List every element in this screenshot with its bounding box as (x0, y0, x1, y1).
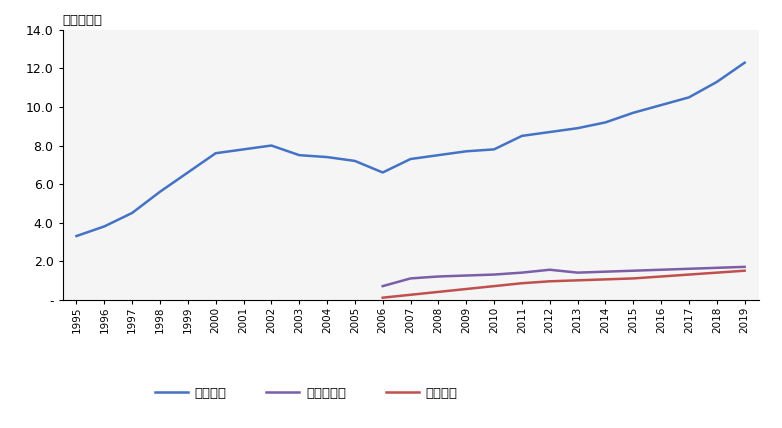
Legend: 经纪账户, 退休金账户, 銀行账户: 经纪账户, 退休金账户, 銀行账户 (150, 382, 462, 405)
Text: （百万个）: （百万个） (63, 14, 102, 27)
